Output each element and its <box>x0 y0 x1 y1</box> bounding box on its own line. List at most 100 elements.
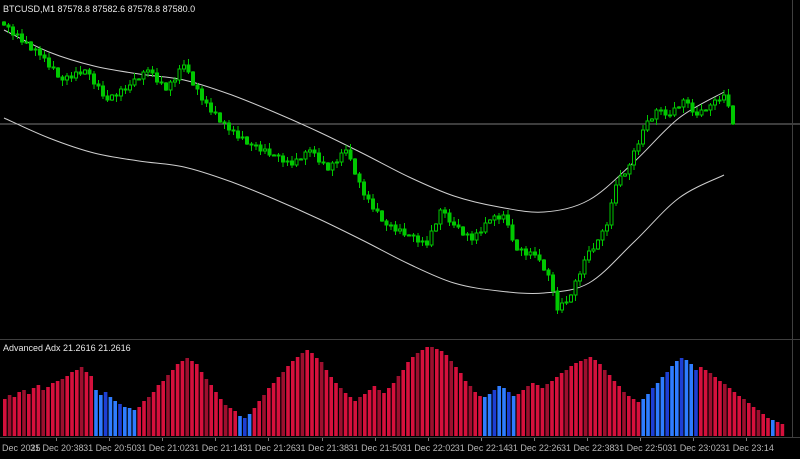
candle <box>452 217 456 228</box>
candle <box>704 109 708 112</box>
candle <box>483 217 488 234</box>
right-scale-divider <box>792 0 793 438</box>
candle <box>420 237 425 246</box>
adx-histogram-bar <box>545 384 549 436</box>
candle <box>326 162 330 171</box>
candle <box>717 96 722 104</box>
candle <box>290 156 294 168</box>
candle <box>677 106 681 109</box>
candle <box>470 231 474 245</box>
adx-histogram-bar <box>84 372 89 436</box>
candle <box>528 248 533 259</box>
candle <box>173 77 177 87</box>
adx-histogram-bar <box>535 385 540 436</box>
adx-histogram-bar <box>406 362 410 436</box>
time-axis-tick <box>533 438 535 441</box>
adx-histogram-bar <box>511 396 516 436</box>
adx-histogram-bar <box>401 370 405 436</box>
adx-histogram-bar <box>521 390 525 436</box>
candle <box>641 125 645 147</box>
adx-histogram-bar <box>761 414 765 436</box>
candle <box>384 219 389 231</box>
adx-histogram-bar <box>540 388 545 436</box>
adx-histogram-bar <box>454 367 458 436</box>
candle <box>465 232 470 241</box>
indicator-name-label: Advanced Adx 21.2616 21.2616 <box>3 343 131 353</box>
candle <box>42 51 47 62</box>
adx-indicator-panel[interactable]: Advanced Adx 21.2616 21.2616 <box>0 340 800 437</box>
candle <box>434 223 438 232</box>
candle <box>416 233 420 247</box>
adx-histogram-bar <box>334 383 338 436</box>
candle <box>114 93 119 102</box>
adx-histogram-bar <box>199 372 204 436</box>
adx-histogram-bar <box>439 351 444 436</box>
adx-histogram-bar <box>291 361 295 436</box>
adx-histogram-bar <box>396 376 401 436</box>
candle <box>555 287 560 314</box>
candle <box>425 236 429 248</box>
candle <box>254 142 258 150</box>
candle <box>182 60 186 72</box>
adx-histogram-bar <box>271 383 276 436</box>
adx-histogram-bar <box>324 370 329 436</box>
adx-histogram-bar <box>660 377 665 436</box>
adx-histogram-bar <box>531 383 535 436</box>
candle <box>537 249 542 262</box>
candle <box>573 279 578 301</box>
adx-histogram-bar <box>473 392 477 436</box>
adx-histogram-bar <box>588 357 593 436</box>
adx-histogram-bar <box>579 361 583 436</box>
candle <box>119 86 123 101</box>
adx-histogram-bar <box>161 381 165 436</box>
adx-histogram-bar <box>27 394 31 436</box>
candle <box>582 256 587 278</box>
candle <box>141 70 146 85</box>
time-axis-label: 31 Dec 20:50 <box>83 443 137 453</box>
adx-histogram-bar <box>459 373 463 436</box>
candle <box>650 118 654 122</box>
candle <box>308 147 312 157</box>
candle <box>218 112 222 123</box>
candle <box>636 140 641 155</box>
time-axis-label: 31 Dec 23:14 <box>720 443 774 453</box>
adx-histogram-bar <box>727 388 732 436</box>
candle <box>267 143 272 157</box>
panel-divider[interactable] <box>0 339 800 340</box>
adx-histogram-bar <box>497 386 501 436</box>
adx-histogram-bar <box>420 350 425 436</box>
adx-histogram-bar <box>137 407 141 436</box>
candle <box>110 94 114 101</box>
adx-histogram-bar <box>310 353 314 436</box>
candle <box>591 243 596 253</box>
candle <box>479 227 483 236</box>
candle <box>659 107 663 115</box>
adx-histogram-bar <box>94 390 98 436</box>
adx-histogram-bar <box>732 392 737 436</box>
time-axis-tick <box>215 438 217 441</box>
adx-histogram-bar <box>257 401 261 436</box>
candle <box>281 153 285 167</box>
candle <box>600 229 605 246</box>
candle <box>375 203 380 213</box>
candle <box>47 53 51 70</box>
time-axis[interactable]: Dec 2025 31 Dec 20:38 31 Dec 20:50 31 Dec 2… <box>0 438 800 459</box>
candle <box>519 247 524 256</box>
time-axis-label: Dec 2025 <box>2 443 41 453</box>
candlestick-chart-area[interactable]: BTCUSD,M1 87578.8 87582.6 87578.8 87580.… <box>0 0 800 339</box>
adx-histogram-bar <box>70 372 74 436</box>
candle <box>578 271 582 286</box>
adx-histogram-bar <box>559 373 564 436</box>
adx-histogram-bar <box>550 381 554 436</box>
adx-histogram-bar <box>12 397 17 436</box>
adx-histogram-bar <box>555 377 559 436</box>
adx-histogram-bar <box>147 397 151 436</box>
candle <box>177 65 182 84</box>
adx-histogram-bar <box>367 390 372 436</box>
candle <box>722 90 726 103</box>
candle <box>137 78 141 81</box>
candle <box>186 59 191 74</box>
candle <box>699 104 704 117</box>
adx-histogram-bar <box>247 414 252 436</box>
adx-histogram-bar <box>252 408 257 436</box>
